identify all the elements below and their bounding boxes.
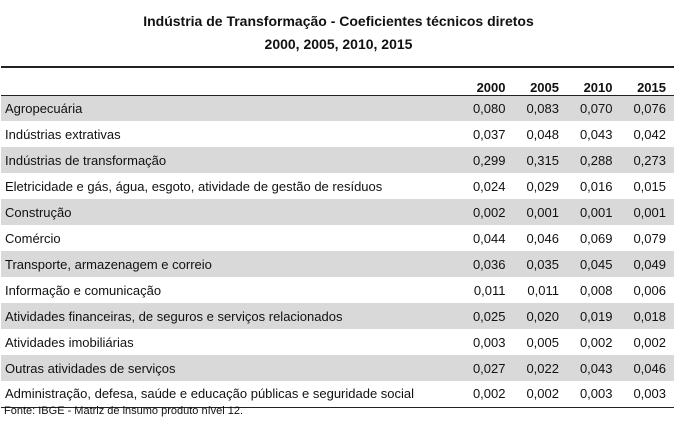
value-cell: 0,002: [460, 381, 514, 408]
value-cell: 0,011: [527, 282, 559, 298]
row-label: Informação e comunicação: [5, 282, 162, 298]
value-cell: 0,003: [567, 381, 621, 408]
table-row: Agropecuária 0,080 0,083 0,070 0,076: [1, 95, 674, 121]
value-cell: 0,020: [526, 308, 559, 324]
table-row: Construção 0,002 0,001 0,001 0,001: [1, 199, 674, 225]
row-label: Administração, defesa, saúde e educação …: [1, 381, 460, 408]
table-row: Comércio 0,044 0,046 0,069 0,079: [1, 225, 674, 251]
table-row: Eletricidade e gás, água, esgoto, ativid…: [1, 173, 674, 199]
table-title: Indústria de Transformação - Coeficiente…: [143, 13, 534, 29]
value-cell: 0,043: [579, 126, 613, 142]
column-header: 2015: [620, 66, 674, 96]
value-cell: 0,011: [473, 282, 506, 298]
row-label: Transporte, armazenagem e correio: [5, 256, 212, 272]
value-cell: 0,036: [472, 256, 506, 272]
row-label: Indústrias de transformação: [5, 152, 167, 168]
value-cell: 0,029: [526, 178, 559, 194]
table-row: Transporte, armazenagem e correio 0,036 0,…: [1, 251, 674, 277]
value-cell: 0,015: [633, 178, 666, 194]
value-cell: 0,027: [472, 360, 506, 376]
value-cell: 0,042: [633, 126, 666, 142]
value-cell: 0,018: [633, 308, 666, 324]
value-cell: 0,006: [633, 282, 666, 298]
row-label: Agropecuária: [5, 100, 83, 116]
header-label-cell: [1, 66, 460, 96]
value-cell: 0,005: [526, 334, 559, 350]
value-cell: 0,022: [526, 360, 559, 376]
row-label: Outras atividades de serviços: [5, 360, 176, 376]
value-cell: 0,037: [472, 126, 506, 142]
value-cell: 0,003: [472, 334, 506, 350]
row-label: Atividades financeiras, de seguros e ser…: [5, 308, 343, 324]
value-cell: 0,079: [633, 230, 666, 246]
value-cell: 0,002: [633, 334, 666, 350]
table-row: Atividades financeiras, de seguros e ser…: [1, 303, 674, 329]
table-row: Informação e comunicação 0,011 0,011 0,008 0…: [1, 277, 674, 303]
header-row: 2000 2005 2010 2015: [1, 66, 674, 96]
table-row: Administração, defesa, saúde e educação …: [1, 381, 674, 408]
value-cell: 0,069: [579, 230, 613, 246]
value-cell: 0,048: [526, 126, 559, 142]
value-cell: 0,049: [633, 256, 666, 272]
value-cell: 0,288: [579, 152, 613, 168]
table-row: Atividades imobiliárias 0,003 0,005 0,002 0,…: [1, 329, 674, 355]
row-label: Construção: [5, 204, 72, 220]
column-header: 2005: [513, 66, 567, 96]
value-cell: 0,025: [472, 308, 506, 324]
value-cell: 0,299: [472, 152, 506, 168]
value-cell: 0,043: [579, 360, 613, 376]
value-cell: 0,002: [472, 204, 506, 220]
value-cell: 0,016: [579, 178, 613, 194]
value-cell: 0,076: [633, 100, 666, 116]
row-label: Eletricidade e gás, água, esgoto, ativid…: [5, 178, 383, 194]
value-cell: 0,019: [579, 308, 613, 324]
value-cell: 0,003: [620, 381, 674, 408]
value-cell: 0,001: [526, 204, 559, 220]
table-row: Outras atividades de serviços 0,027 0,022 0…: [1, 355, 674, 381]
value-cell: 0,080: [472, 100, 506, 116]
column-header: 2000: [460, 66, 514, 96]
value-cell: 0,001: [633, 204, 666, 220]
table-row: Indústrias de transformação 0,299 0,315 0,2…: [1, 147, 674, 173]
value-cell: 0,008: [579, 282, 613, 298]
value-cell: 0,046: [526, 230, 559, 246]
table-row: Indústrias extrativas 0,037 0,048 0,043 0,04…: [1, 121, 674, 147]
value-cell: 0,083: [526, 100, 559, 116]
value-cell: 0,045: [579, 256, 613, 272]
value-cell: 0,046: [633, 360, 666, 376]
row-label: Indústrias extrativas: [5, 126, 121, 142]
value-cell: 0,001: [579, 204, 613, 220]
value-cell: 0,024: [472, 178, 506, 194]
value-cell: 0,035: [526, 256, 559, 272]
source-note: Fonte: IBGE - Matriz de insumo produto n…: [4, 405, 244, 417]
row-label: Atividades imobiliárias: [5, 334, 134, 350]
value-cell: 0,070: [579, 100, 613, 116]
value-cell: 0,044: [472, 230, 506, 246]
column-header: 2010: [567, 66, 621, 96]
value-cell: 0,002: [513, 381, 567, 408]
value-cell: 0,002: [579, 334, 613, 350]
row-label: Comércio: [5, 230, 61, 246]
value-cell: 0,315: [526, 152, 559, 168]
table-body: Agropecuária 0,080 0,083 0,070 0,076 Indústri…: [1, 95, 674, 408]
table-subtitle: 2000, 2005, 2010, 2015: [264, 36, 413, 52]
coefficients-table: 2000 2005 2010 2015 Agropecuária 0,080 0,0…: [1, 66, 674, 408]
value-cell: 0,273: [633, 152, 666, 168]
